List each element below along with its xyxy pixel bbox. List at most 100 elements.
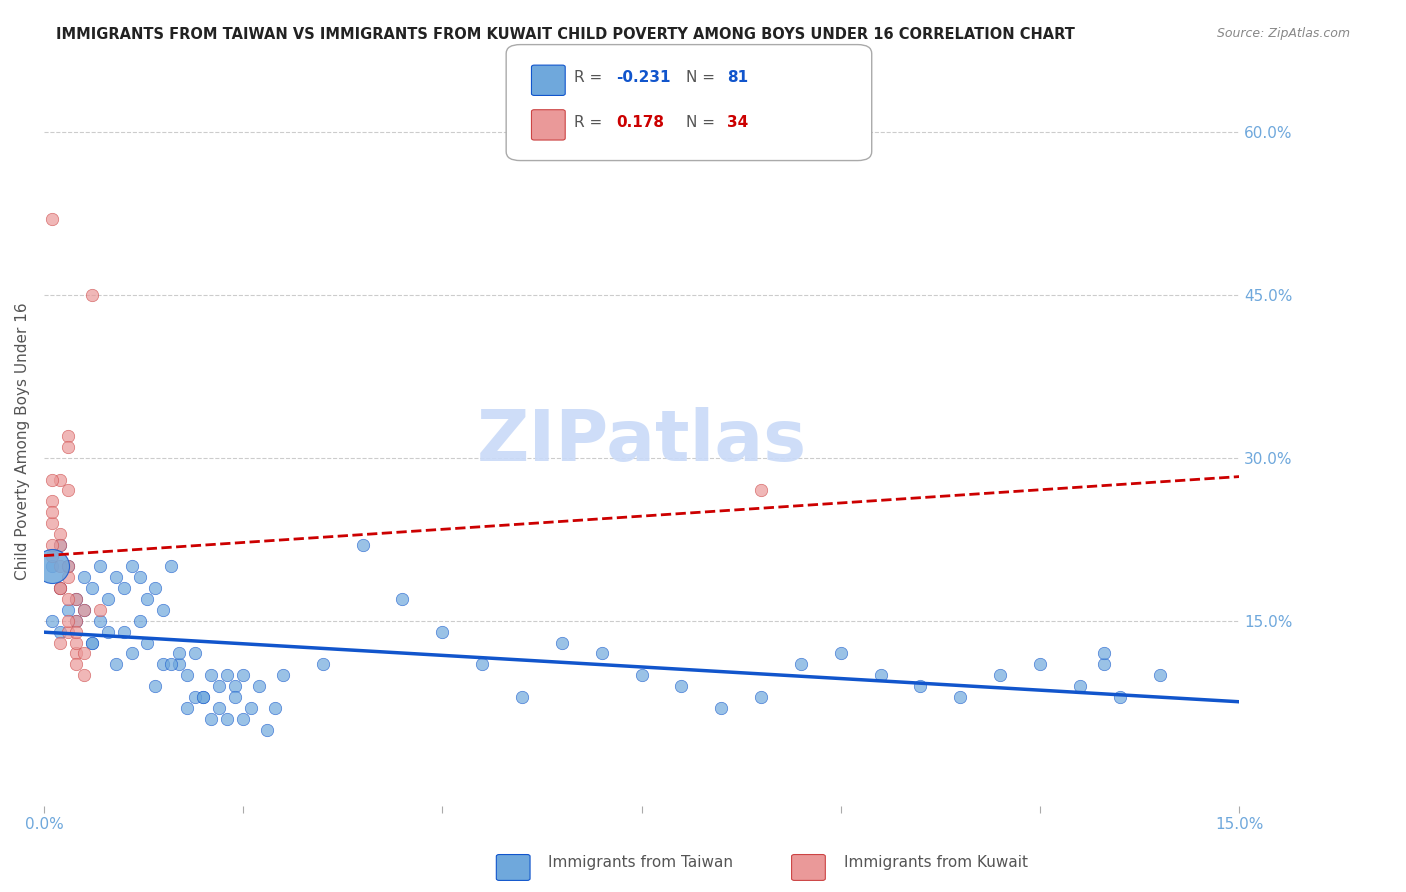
Point xyxy=(169,647,191,661)
Point xyxy=(193,690,215,704)
Point xyxy=(152,603,174,617)
Point xyxy=(65,614,87,628)
Point xyxy=(232,668,254,682)
Point xyxy=(97,592,120,607)
Point xyxy=(56,624,79,639)
Point xyxy=(208,700,231,714)
Text: Immigrants from Kuwait: Immigrants from Kuwait xyxy=(844,855,1028,870)
Text: 34: 34 xyxy=(727,115,748,129)
Point xyxy=(1149,668,1171,682)
Point xyxy=(136,592,159,607)
Point xyxy=(790,657,813,672)
Point xyxy=(49,538,72,552)
Point xyxy=(1092,647,1115,661)
Point xyxy=(551,635,574,649)
Point xyxy=(73,603,96,617)
Point xyxy=(176,668,198,682)
Point xyxy=(56,614,79,628)
Point xyxy=(56,603,79,617)
Point xyxy=(80,635,103,649)
Point xyxy=(749,483,772,498)
Point xyxy=(49,473,72,487)
Point xyxy=(65,647,87,661)
Point xyxy=(41,614,63,628)
Point xyxy=(200,712,222,726)
Point xyxy=(104,570,127,584)
Point xyxy=(56,483,79,498)
Point xyxy=(224,690,246,704)
Point xyxy=(41,538,63,552)
Text: R =: R = xyxy=(574,115,607,129)
Point xyxy=(112,581,135,595)
Point xyxy=(49,581,72,595)
Y-axis label: Child Poverty Among Boys Under 16: Child Poverty Among Boys Under 16 xyxy=(15,302,30,581)
Point xyxy=(41,559,63,574)
Point xyxy=(49,527,72,541)
Point xyxy=(271,668,294,682)
Point xyxy=(217,712,239,726)
Text: 0.178: 0.178 xyxy=(616,115,664,129)
Point xyxy=(89,559,111,574)
Point xyxy=(432,624,454,639)
Point xyxy=(56,559,79,574)
Point xyxy=(49,581,72,595)
Point xyxy=(65,592,87,607)
Point xyxy=(256,723,278,737)
Point xyxy=(65,614,87,628)
Point xyxy=(73,668,96,682)
Point xyxy=(73,570,96,584)
Point xyxy=(73,603,96,617)
Point xyxy=(121,559,143,574)
Text: IMMIGRANTS FROM TAIWAN VS IMMIGRANTS FROM KUWAIT CHILD POVERTY AMONG BOYS UNDER : IMMIGRANTS FROM TAIWAN VS IMMIGRANTS FRO… xyxy=(56,27,1076,42)
Point xyxy=(471,657,494,672)
Point xyxy=(312,657,335,672)
Point xyxy=(208,679,231,693)
Point xyxy=(749,690,772,704)
Point xyxy=(49,559,72,574)
Point xyxy=(65,624,87,639)
Point xyxy=(160,559,183,574)
Point xyxy=(988,668,1011,682)
Point xyxy=(65,592,87,607)
Point xyxy=(41,559,63,574)
Point xyxy=(41,516,63,530)
Point xyxy=(176,700,198,714)
Point xyxy=(97,624,120,639)
Point xyxy=(56,559,79,574)
Point xyxy=(49,635,72,649)
Point xyxy=(352,538,374,552)
Point xyxy=(391,592,413,607)
Point xyxy=(200,668,222,682)
Point xyxy=(89,614,111,628)
Point xyxy=(1092,657,1115,672)
Point xyxy=(56,429,79,443)
Point xyxy=(1069,679,1091,693)
Point xyxy=(869,668,891,682)
Point xyxy=(89,603,111,617)
Point xyxy=(136,635,159,649)
Point xyxy=(193,690,215,704)
Point xyxy=(41,494,63,508)
Point xyxy=(49,581,72,595)
Point xyxy=(184,690,207,704)
Point xyxy=(80,635,103,649)
Point xyxy=(65,635,87,649)
Point xyxy=(247,679,270,693)
Point xyxy=(73,647,96,661)
Text: Immigrants from Taiwan: Immigrants from Taiwan xyxy=(548,855,734,870)
Point xyxy=(112,624,135,639)
Point xyxy=(591,647,613,661)
Point xyxy=(160,657,183,672)
Point xyxy=(41,505,63,519)
Point xyxy=(224,679,246,693)
Point xyxy=(184,647,207,661)
Point xyxy=(152,657,174,672)
Point xyxy=(128,614,150,628)
Point xyxy=(56,570,79,584)
Point xyxy=(56,592,79,607)
Point xyxy=(41,549,63,563)
Point xyxy=(145,581,167,595)
Point xyxy=(1029,657,1052,672)
Point xyxy=(41,473,63,487)
Point xyxy=(145,679,167,693)
